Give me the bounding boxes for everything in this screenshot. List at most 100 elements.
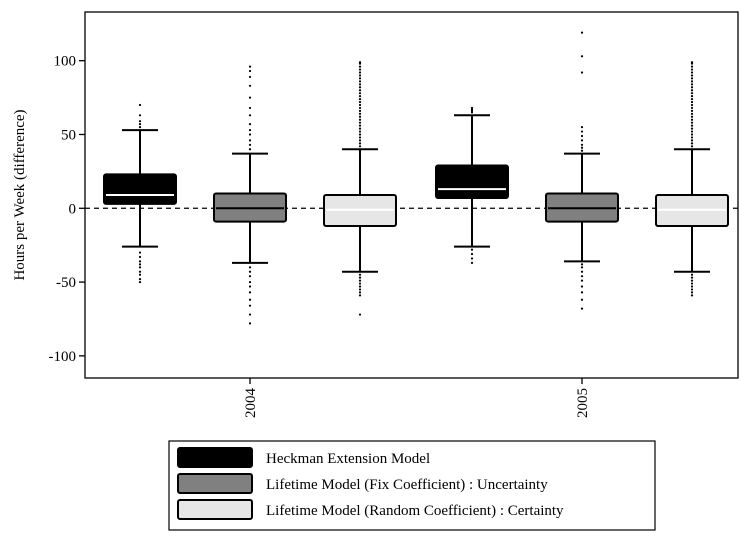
- outlier-point: [138, 120, 142, 123]
- legend-swatch: [177, 447, 253, 468]
- outlier-point: [248, 143, 252, 146]
- legend-label: Lifetime Model (Fix Coefficient) : Uncer…: [266, 477, 548, 493]
- outlier-point: [580, 71, 584, 74]
- outlier-point: [358, 145, 362, 148]
- outlier-point: [358, 77, 362, 80]
- outlier-point: [690, 282, 694, 285]
- outlier-point: [358, 291, 362, 294]
- outlier-point: [358, 61, 362, 64]
- outlier-point: [358, 282, 362, 285]
- outlier-point: [248, 280, 252, 284]
- outlier-point: [580, 134, 584, 138]
- outlier-point: [690, 68, 694, 71]
- outlier-point: [358, 80, 362, 83]
- outlier-point: [248, 270, 252, 273]
- outlier-point: [358, 95, 362, 98]
- y-axis-label: Hours per Week (difference): [12, 109, 28, 280]
- outlier-point: [358, 313, 362, 316]
- outlier-point: [690, 92, 694, 95]
- outlier-point: [138, 123, 142, 126]
- outlier-point: [138, 278, 142, 281]
- outlier-point: [358, 118, 362, 121]
- outlier-point: [690, 74, 694, 77]
- outlier-point: [470, 106, 474, 110]
- outlier-point: [690, 121, 694, 124]
- outlier-point: [580, 55, 584, 58]
- outlier-point: [580, 307, 584, 310]
- outlier-point: [138, 251, 142, 254]
- outlier-point: [358, 106, 362, 110]
- outlier-point: [690, 127, 694, 130]
- outlier-point: [580, 263, 584, 266]
- outlier-point: [690, 142, 694, 145]
- outlier-point: [470, 252, 474, 256]
- outlier-point: [580, 126, 584, 129]
- outlier-point: [248, 84, 252, 87]
- outlier-point: [690, 130, 694, 133]
- outlier-point: [690, 77, 694, 80]
- outlier-point: [470, 257, 474, 260]
- outlier-point: [358, 103, 362, 107]
- outlier-point: [358, 109, 362, 112]
- outlier-point: [580, 130, 584, 133]
- outlier-point: [690, 288, 694, 291]
- outlier-point: [248, 114, 252, 117]
- outlier-point: [580, 31, 584, 34]
- outlier-point: [358, 273, 362, 276]
- outlier-point: [690, 106, 694, 110]
- legend: Heckman Extension Model Lifetime Model (F…: [168, 440, 656, 531]
- outlier-point: [690, 65, 694, 68]
- plot-frame: [84, 11, 739, 379]
- outlier-point: [248, 291, 252, 294]
- outlier-point: [138, 266, 142, 269]
- box-iqr: [435, 164, 509, 199]
- y-tick-label: -100: [49, 349, 77, 365]
- outlier-point: [248, 133, 252, 136]
- outlier-point: [690, 285, 694, 288]
- y-tick-label: 0: [69, 201, 77, 217]
- outlier-point: [470, 248, 474, 251]
- legend-label: Heckman Extension Model: [266, 451, 430, 467]
- outlier-point: [248, 69, 252, 73]
- outlier-point: [248, 96, 252, 99]
- outlier-point: [358, 136, 362, 139]
- outlier-point: [690, 279, 694, 282]
- outlier-point: [138, 273, 142, 276]
- outlier-point: [138, 126, 142, 129]
- outlier-point: [358, 285, 362, 288]
- outlier-point: [358, 65, 362, 68]
- outlier-point: [690, 145, 694, 148]
- outlier-point: [580, 270, 584, 273]
- box-iqr: [103, 173, 177, 205]
- outlier-point: [248, 139, 252, 142]
- outlier-point: [580, 266, 584, 269]
- outlier-point: [690, 291, 694, 294]
- outlier-point: [248, 313, 252, 316]
- outlier-point: [580, 149, 584, 152]
- outlier-point: [358, 133, 362, 136]
- outlier-point: [690, 109, 694, 112]
- outlier-point: [690, 139, 694, 142]
- outlier-point: [248, 65, 252, 68]
- outlier-point: [690, 136, 694, 139]
- outlier-point: [690, 103, 694, 107]
- outlier-point: [248, 304, 252, 307]
- outlier-point: [470, 261, 474, 264]
- outlier-point: [138, 270, 142, 273]
- outlier-point: [690, 112, 694, 115]
- outlier-point: [690, 273, 694, 276]
- outlier-point: [358, 142, 362, 145]
- outlier-point: [690, 294, 694, 297]
- outlier-point: [358, 89, 362, 92]
- outlier-point: [248, 285, 252, 288]
- outlier-point: [358, 139, 362, 142]
- outlier-point: [580, 146, 584, 149]
- outlier-point: [248, 123, 252, 126]
- legend-swatch: [177, 473, 253, 494]
- outlier-point: [358, 276, 362, 279]
- outlier-point: [138, 103, 142, 107]
- outlier-point: [690, 124, 694, 127]
- outlier-point: [358, 130, 362, 133]
- outlier-point: [358, 71, 362, 74]
